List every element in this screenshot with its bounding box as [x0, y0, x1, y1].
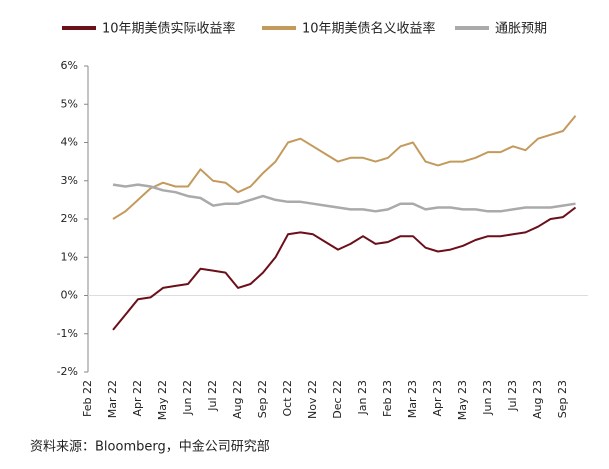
y-tick-label: -1% — [57, 327, 78, 340]
y-tick-label: -2% — [57, 365, 78, 378]
y-tick-label: 4% — [61, 136, 78, 149]
series-line — [112, 183, 576, 213]
x-tick-label: Jul 23 — [506, 380, 519, 412]
x-tick-label: Dec 22 — [331, 380, 344, 419]
y-tick-label: 2% — [61, 212, 78, 225]
x-tick-label: Mar 22 — [106, 380, 119, 418]
y-tick-label: 5% — [61, 97, 78, 110]
x-tick-label: May 22 — [156, 380, 169, 420]
x-tick-label: Sep 22 — [256, 380, 269, 418]
x-tick-label: Apr 23 — [431, 380, 444, 417]
x-tick-label: Jun 22 — [181, 380, 194, 416]
x-tick-label: Oct 22 — [281, 380, 294, 417]
x-tick-label: Sep 23 — [556, 380, 569, 418]
y-tick-label: 3% — [61, 174, 78, 187]
x-tick-label: Apr 22 — [131, 380, 144, 417]
series-line — [112, 115, 577, 220]
legend-label: 通胀预期 — [495, 22, 547, 37]
legend-label: 10年期美债实际收益率 — [102, 21, 236, 37]
x-tick-label: May 23 — [456, 380, 469, 420]
y-tick-label: 6% — [61, 59, 78, 72]
x-tick-label: Aug 22 — [231, 380, 244, 419]
x-tick-label: Feb 22 — [81, 380, 94, 417]
y-tick-label: 0% — [61, 289, 78, 302]
x-tick-label: Feb 23 — [381, 380, 394, 417]
legend-label: 10年期美债名义收益率 — [302, 21, 436, 37]
x-tick-label: Nov 22 — [306, 380, 319, 419]
series-line — [112, 206, 577, 331]
x-tick-label: Aug 23 — [531, 380, 544, 419]
y-tick-label: 1% — [61, 250, 78, 263]
x-tick-label: Jan 23 — [356, 380, 369, 415]
x-tick-label: Mar 23 — [406, 380, 419, 418]
x-tick-label: Jun 23 — [481, 380, 494, 416]
source-note: 资料来源：Bloomberg，中金公司研究部 — [30, 439, 270, 455]
x-tick-label: Jul 22 — [206, 380, 219, 412]
